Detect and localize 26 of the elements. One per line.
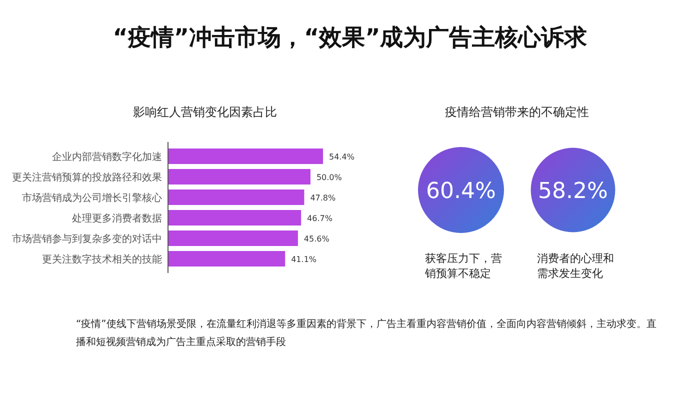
y-tick-label: 市场营销成为公司增长引擎核心 (22, 192, 162, 204)
data-label: 60.4% (426, 179, 496, 204)
chart-subtitle: 影响红人营销变化因素占比 (133, 105, 277, 119)
chart-title: “疫情”冲击市场，“效果”成为广告主核心诉求 (112, 24, 588, 53)
bar (168, 251, 286, 266)
data-label: 47.8% (310, 193, 336, 202)
text: “疫情”使线下营销场景受限，在流量红利消退等多重因素的背景下，广告主看重内容营销价值，全面向内容营销倾斜，主动求变。直播和短视频营销成为广告主重点采取的营销手段 (76, 318, 658, 350)
data-label: 45.6% (304, 234, 330, 244)
data-label: 50.0% (316, 172, 342, 182)
bar (168, 190, 304, 205)
category-label: 获客压力下，营销预算不稳定 (424, 252, 502, 280)
text: 疫情给营销带来的不确定性 (445, 105, 589, 119)
y-tick-label: 更关注数字技术相关的技能 (42, 253, 162, 266)
bar (168, 148, 323, 164)
y-tick-label: 更关注营销预算的投放路径和效果 (12, 171, 162, 184)
y-tick-label: 处理更多消费者数据 (72, 212, 162, 224)
bar (168, 230, 298, 246)
data-label: 54.4% (329, 152, 355, 162)
data-label: 41.1% (291, 254, 317, 264)
y-tick-label: 企业内部营销数字化加速 (52, 150, 162, 163)
y-tick-label: 市场营销参与到复杂多变的对话中 (12, 232, 162, 245)
bar (168, 169, 310, 184)
data-label: 46.7% (307, 214, 333, 223)
bar (168, 210, 302, 226)
data-label: 58.2% (538, 179, 608, 204)
category-label: 消费者的心理和需求发生变化 (537, 252, 614, 280)
